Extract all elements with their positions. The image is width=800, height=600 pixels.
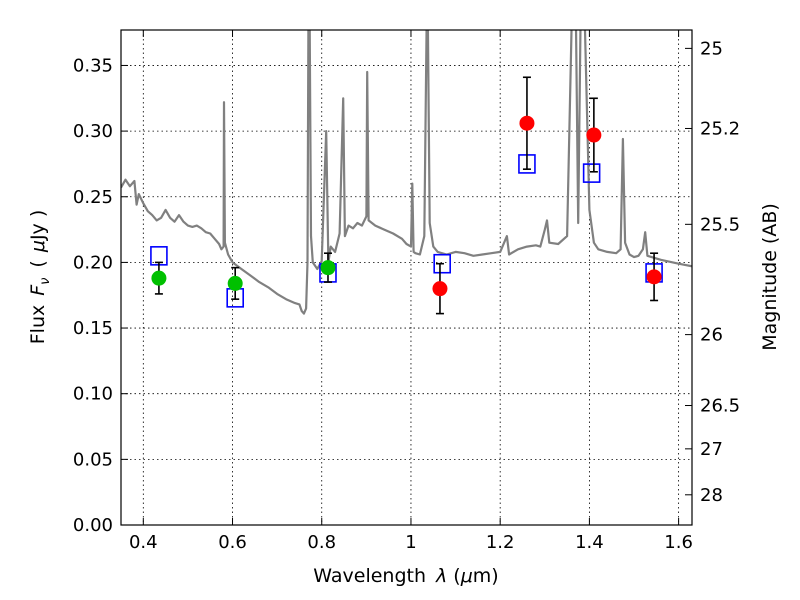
x-tick-label: 1.4: [575, 532, 604, 553]
template-spectrum-line: [121, 30, 692, 315]
infrared-point-marker: [586, 127, 602, 143]
plot-frame: [120, 29, 693, 526]
optical-point-marker: [151, 270, 167, 286]
y2-tick-label: 26: [700, 325, 723, 346]
x-tick-label: 1.2: [486, 532, 515, 553]
model-square-marker: [433, 253, 451, 274]
x-tick-label: 0.4: [129, 532, 158, 553]
y2-tick-label: 26.5: [700, 396, 740, 417]
optical-point-marker: [227, 275, 243, 291]
markers: [150, 76, 663, 315]
y-tick-label: 0.25: [73, 187, 113, 208]
x-tick-label: 1.6: [664, 532, 693, 553]
y2-tick-label: 25.2: [700, 118, 740, 139]
y-tick-label: 0.10: [73, 384, 113, 405]
y2-tick-label: 25: [700, 38, 723, 59]
x-tick-label: 0.8: [307, 532, 336, 553]
y-tick-label: 0.05: [73, 449, 113, 470]
infrared-point-marker: [646, 269, 662, 285]
y-tick-label: 0.00: [73, 515, 113, 536]
y2-tick-label: 27: [700, 439, 723, 460]
y-tick-label: 0.30: [73, 121, 113, 142]
plot-area: [121, 30, 692, 315]
model-square-marker: [582, 163, 601, 183]
y-tick-label: 0.35: [73, 55, 113, 76]
y2-axis-label: Magnitude (AB): [759, 203, 781, 351]
infrared-point-marker: [519, 115, 535, 131]
infrared-point-marker: [432, 281, 448, 297]
y-tick-label: 0.20: [73, 252, 113, 273]
axes-ticks: 0.4 0.6 0.8 1 1.2 1.4 1.6 0.00 0.05 0.10 0.15 0.20 0…: [73, 30, 740, 553]
x-tick-label: 0.6: [218, 532, 247, 553]
y2-tick-label: 28: [700, 485, 723, 506]
y-tick-label: 0.15: [73, 318, 113, 339]
x-axis-label: Wavelength λ (μm): [313, 565, 498, 587]
y2-tick-label: 25.5: [700, 214, 740, 235]
optical-point-marker: [320, 260, 336, 276]
x-tick-label: 1: [405, 532, 416, 553]
y-axis-label: FluxFν(μJy ): [27, 210, 53, 345]
